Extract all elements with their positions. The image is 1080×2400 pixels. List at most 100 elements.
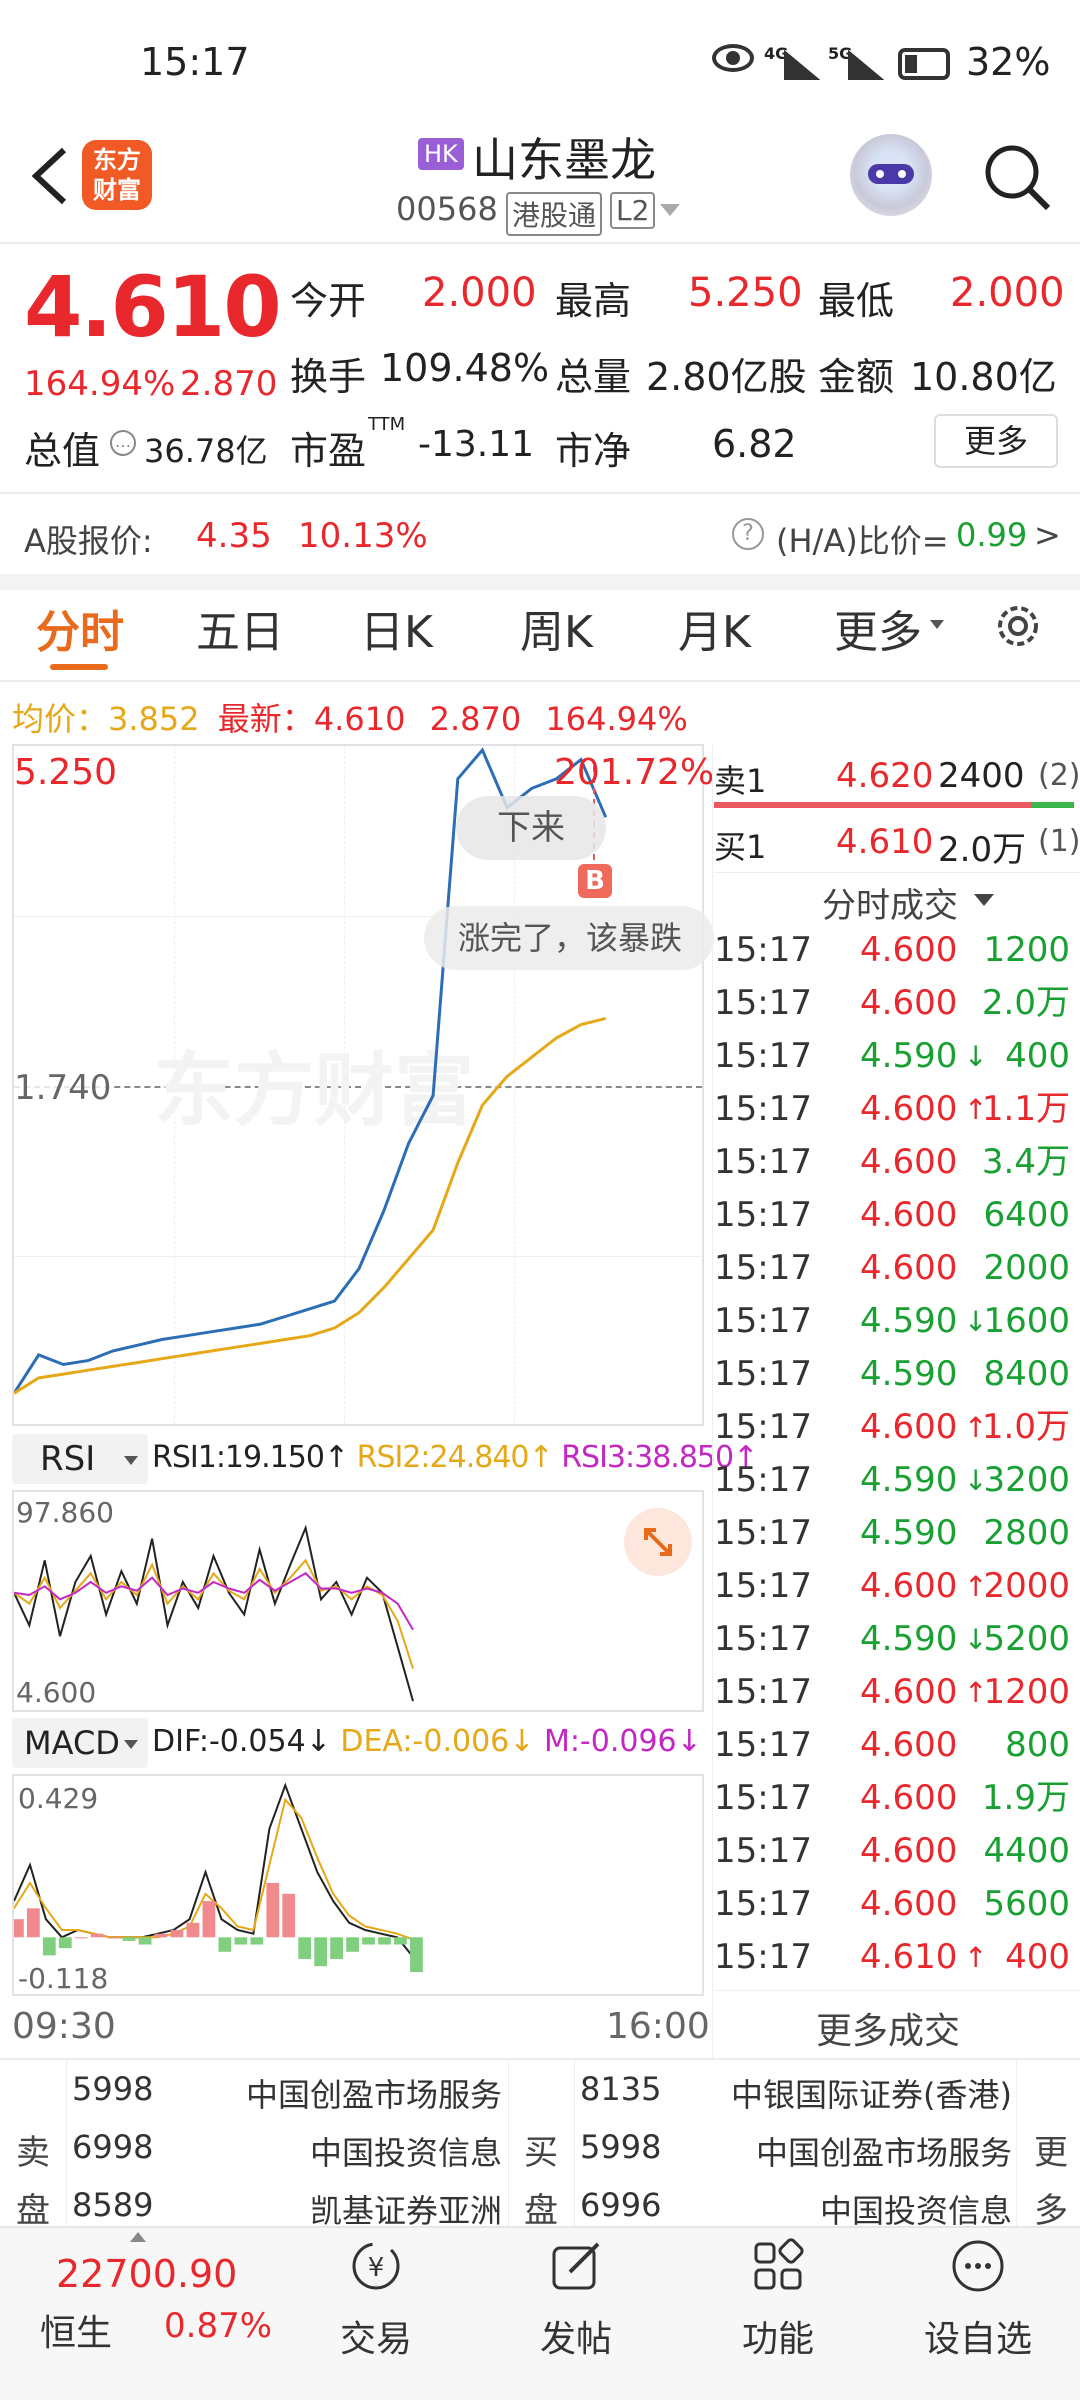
ashare-pct: 10.13% <box>298 516 428 556</box>
rsi-dropdown-icon[interactable] <box>124 1456 138 1465</box>
sell-label-2: 盘 <box>16 2191 50 2231</box>
tick-time: 15:17 <box>714 1460 812 1500</box>
tab-intraday[interactable]: 分时 <box>36 607 124 658</box>
broker-more-button[interactable]: 更多 <box>1034 2124 1068 2240</box>
broker-name[interactable]: 中国投资信息 <box>309 2134 502 2172</box>
trade-icon[interactable]: ¥ <box>346 2236 406 2296</box>
tick-time: 15:17 <box>714 1248 812 1288</box>
broker-name[interactable]: 中国创盈市场服务 <box>755 2134 1012 2172</box>
help-icon[interactable]: ? <box>732 518 764 550</box>
macd-histogram-bar <box>122 1937 136 1941</box>
nav-function[interactable]: 功能 <box>741 2319 814 2360</box>
tick-price: 4.590 <box>860 1513 958 1553</box>
ticks-dropdown-icon[interactable] <box>974 894 994 906</box>
tick-row: 15:17 4.600 2.0万 <box>710 977 1080 1030</box>
tick-direction: ↑ <box>964 1676 988 1709</box>
tick-row: 15:17 4.590 ↓ 400 <box>710 1030 1080 1083</box>
tick-price: 4.600 <box>860 1407 958 1447</box>
tick-price: 4.590 <box>860 1354 958 1394</box>
dea-value: DEA:-0.006↓ <box>340 1724 535 1759</box>
tick-direction: ↑ <box>964 1941 988 1974</box>
network-4g-label: 4G <box>764 44 789 63</box>
tick-time: 15:17 <box>714 930 812 970</box>
tick-volume: 5200 <box>983 1619 1070 1659</box>
search-icon[interactable] <box>982 142 1054 214</box>
tick-row: 15:17 4.590 ↓ 1600 <box>710 1295 1080 1348</box>
tick-row: 15:17 4.600 4400 <box>710 1825 1080 1878</box>
tick-row: 15:17 4.600 ↑ 1200 <box>710 1666 1080 1719</box>
broker-name[interactable]: 凯基证券亚洲 <box>309 2192 502 2230</box>
back-arrow-icon[interactable] <box>28 146 72 206</box>
comment-bubble-1[interactable]: 下来 <box>456 796 606 860</box>
nav-post[interactable]: 发帖 <box>539 2319 612 2360</box>
macd-dropdown-icon[interactable] <box>124 1740 138 1749</box>
high-value: 5.250 <box>688 270 803 316</box>
watchlist-icon[interactable] <box>948 2236 1008 2296</box>
tick-volume: 400 <box>1005 1036 1070 1076</box>
broker-id: 5998 <box>72 2070 154 2108</box>
tick-volume: 2000 <box>983 1248 1070 1288</box>
bid-volume: 2.0万 <box>938 830 1027 870</box>
tick-direction: ↑ <box>964 1411 988 1444</box>
broker-name[interactable]: 中国投资信息 <box>819 2192 1012 2230</box>
macd-histogram-bar <box>202 1901 216 1938</box>
buy-label-1: 买 <box>524 2133 558 2173</box>
tab-monthly-k[interactable]: 月K <box>678 607 751 658</box>
tick-volume: 1200 <box>983 1672 1070 1712</box>
ha-ratio-arrow[interactable]: > <box>1034 516 1061 554</box>
intraday-chart[interactable]: 东方财富 5.250 201.72% 1.740 下来 涨完了，该暴跌 B <box>12 744 714 1426</box>
function-grid-icon[interactable] <box>748 2236 808 2296</box>
rsi-series-line-2 <box>14 1572 414 1631</box>
rsi-series-line-0 <box>14 1524 414 1702</box>
stock-code: 00568 <box>396 190 498 228</box>
tick-row: 15:17 4.600 5600 <box>710 1878 1080 1931</box>
dropdown-triangle-icon[interactable] <box>660 204 680 216</box>
market-badge: HK <box>418 138 464 170</box>
settings-gear-icon[interactable] <box>992 600 1044 652</box>
macd-histogram-bar <box>362 1937 375 1945</box>
macd-histogram-bar <box>154 1933 168 1938</box>
tick-price: 4.600 <box>860 1089 958 1129</box>
robot-assistant-icon[interactable] <box>850 134 932 216</box>
tab-daily-k[interactable]: 日K <box>360 607 433 658</box>
post-edit-icon[interactable] <box>546 2236 606 2296</box>
market-cap-label: 总值 <box>24 429 101 473</box>
rsi-chart[interactable]: 97.860 4.600 <box>12 1490 704 1712</box>
tick-row: 15:17 4.590 8400 <box>710 1348 1080 1401</box>
change-percent: 164.94% <box>24 364 176 404</box>
signal-icon-2 <box>848 50 884 80</box>
broker-name[interactable]: 中银国际证券(香港) <box>731 2076 1012 2114</box>
tab-more-dropdown-icon[interactable] <box>930 620 944 629</box>
expand-icon[interactable] <box>624 1508 692 1576</box>
rsi2-value: RSI2:24.840↑ <box>356 1440 554 1475</box>
tab-more[interactable]: 更多 <box>834 607 922 658</box>
macd-histogram-bar <box>106 1937 120 1939</box>
app-logo: 东方 财富 <box>82 140 152 210</box>
latest-pct: 164.94% <box>545 700 688 738</box>
comment-bubble-2[interactable]: 涨完了，该暴跌 <box>424 906 714 970</box>
tick-row: 15:17 4.590 ↓ 5200 <box>710 1613 1080 1666</box>
tab-weekly-k[interactable]: 周K <box>520 607 593 658</box>
tick-volume: 8400 <box>983 1354 1070 1394</box>
nav-add-watchlist[interactable]: 设自选 <box>923 2319 1032 2360</box>
chart-ref-price: 1.740 <box>14 1068 112 1108</box>
ticks-title[interactable]: 分时成交 <box>822 886 958 926</box>
ask-label: 卖1 <box>714 762 767 800</box>
pe-ttm-sup: TTM <box>368 414 406 435</box>
index-up-triangle-icon <box>130 2232 146 2242</box>
nav-trade[interactable]: 交易 <box>339 2319 412 2360</box>
info-icon[interactable]: … <box>110 430 136 456</box>
macd-histogram-bar <box>170 1930 184 1938</box>
svg-text:¥: ¥ <box>368 2253 385 2283</box>
buy-marker[interactable]: B <box>578 864 612 898</box>
more-trades-button[interactable]: 更多成交 <box>816 2011 961 2052</box>
tick-price: 4.600 <box>860 983 958 1023</box>
tick-time: 15:17 <box>714 983 812 1023</box>
broker-name[interactable]: 中国创盈市场服务 <box>245 2076 502 2114</box>
ashare-price: 4.35 <box>196 516 272 556</box>
tick-row: 15:17 4.590 2800 <box>710 1507 1080 1560</box>
macd-chart[interactable]: 0.429 -0.118 <box>12 1774 704 1996</box>
tab-five-day[interactable]: 五日 <box>196 607 284 658</box>
hsi-value[interactable]: 22700.90 <box>56 2252 238 2296</box>
more-quote-button[interactable]: 更多 <box>934 414 1058 468</box>
